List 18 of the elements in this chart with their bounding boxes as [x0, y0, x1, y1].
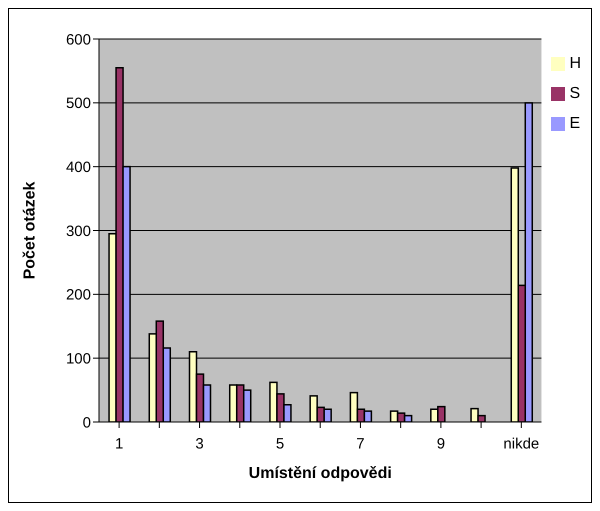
legend-label: S [569, 85, 580, 102]
y-tick-label: 400 [66, 158, 91, 176]
x-tick-label: 9 [436, 436, 446, 453]
y-tick-label: 600 [66, 31, 91, 48]
x-tick-label: 3 [195, 436, 204, 453]
y-axis-title: Počet otázek [22, 181, 39, 280]
y-tick-label: 100 [66, 350, 91, 368]
y-tick-label: 300 [66, 222, 91, 240]
x-tick-label: nikde [503, 436, 540, 453]
legend-label: E [569, 115, 580, 132]
y-tick-label: 200 [66, 286, 91, 304]
x-axis-title: Umístění odpovědi [248, 465, 392, 482]
y-tick-label: 0 [82, 414, 91, 432]
y-tick-label: 500 [66, 95, 91, 112]
x-tick-label: 5 [276, 436, 284, 453]
legend-label: H [569, 55, 581, 72]
x-tick-label: 7 [356, 436, 365, 453]
x-tick-label: 1 [114, 436, 124, 453]
